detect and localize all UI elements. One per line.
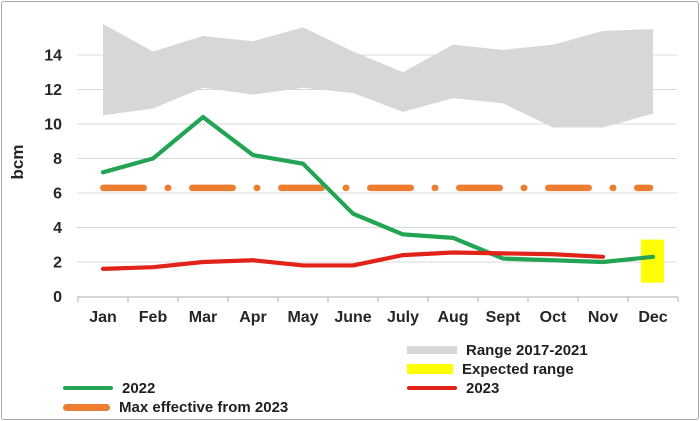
legend-swatch-max-effective-icon [63,403,110,411]
y-tick-label: 12 [44,82,62,99]
y-tick-labels: 0 2 4 6 8 10 12 14 [44,48,62,307]
legend-item-max-effective: Max effective from 2023 [63,398,288,416]
y-axis-title: bcm [8,145,27,180]
y-tick-label: 4 [53,220,62,237]
x-tick-label: June [334,309,371,326]
y-tick-label: 14 [44,48,62,65]
legend-label-max-effective: Max effective from 2023 [119,398,289,416]
x-tick-label: Sept [486,309,521,326]
box-Expected range [641,239,664,283]
x-axis [77,296,679,302]
range-band-area [103,23,653,128]
data-series-lines [100,114,656,271]
x-tick-label: Oct [540,309,567,326]
band-Range 2017-2021 [103,23,653,128]
legend-swatch-2023-icon [407,385,457,391]
y-tick-label: 10 [44,117,62,134]
chart-plot: Jan Feb Mar Apr May June July Aug Sept Oct Nov Dec … [8,23,679,326]
legend-swatch-2022-icon [63,385,113,391]
y-tick-label: 2 [53,255,62,272]
y-tick-label: 0 [53,289,62,306]
legend-item-2023: 2023 [407,379,499,397]
series-2023 [100,250,606,271]
x-tick-label: Mar [189,309,217,326]
x-tick-label: Dec [638,309,667,326]
x-tick-label: Feb [139,309,168,326]
x-tick-label: May [287,309,318,326]
legend-label-expected: Expected range [462,360,574,378]
legend-label-2023: 2023 [466,379,500,397]
y-tick-label: 8 [53,151,62,168]
x-tick-label: Nov [588,309,618,326]
legend-item-expected-range: Expected range [407,360,574,378]
x-tick-labels: Jan Feb Mar Apr May June July Aug Sept Oct Nov Dec [89,309,668,326]
x-tick-label: Aug [437,309,468,326]
legend-swatch-expected-icon [407,364,453,374]
y-tick-label: 6 [53,186,62,203]
legend-item-2022: 2022 [63,379,155,397]
expected-range-box [641,239,664,283]
legend-item-range-2017-2021: Range 2017-2021 [407,341,588,359]
legend-swatch-range-icon [407,346,457,354]
x-tick-label: Apr [239,309,267,326]
legend-label-range: Range 2017-2021 [466,341,588,359]
legend-label-2022: 2022 [122,379,156,397]
x-tick-label: July [387,309,419,326]
x-tick-label: Jan [89,309,117,326]
series-2022 [100,114,656,265]
